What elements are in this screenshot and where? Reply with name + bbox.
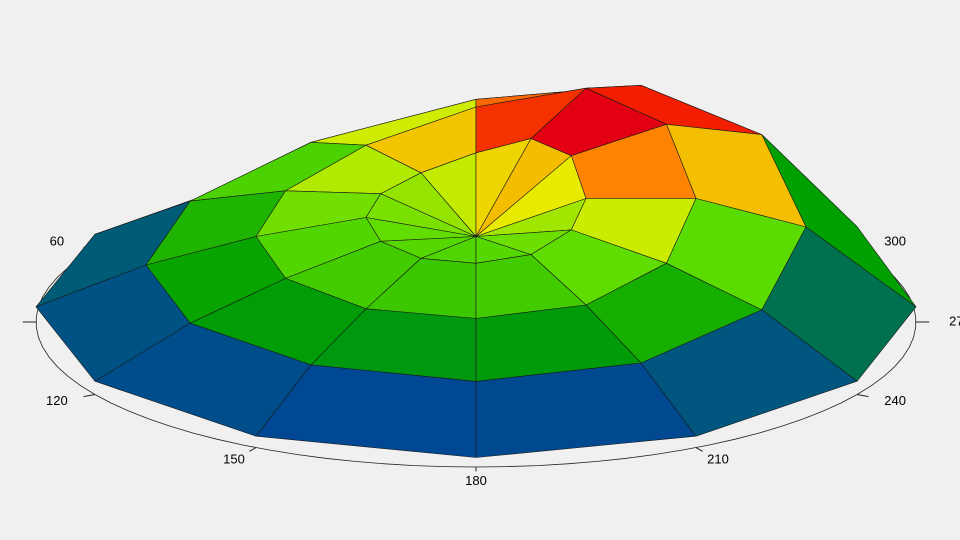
angle-tick-label: 300 <box>884 234 906 249</box>
angle-tick-label: 210 <box>707 452 729 467</box>
angle-tick-label: 150 <box>223 452 245 467</box>
surface-patch <box>475 362 697 458</box>
angle-tick-label: 60 <box>50 234 64 249</box>
tick-mark <box>856 394 869 398</box>
tick-mark <box>695 447 703 452</box>
tick-mark <box>249 447 257 452</box>
angle-tick-label: 270 <box>949 313 960 328</box>
angle-tick-label: 120 <box>46 393 68 408</box>
angle-tick-label: 240 <box>884 393 906 408</box>
tick-mark <box>83 394 96 398</box>
angle-tick-label: 180 <box>465 473 487 488</box>
